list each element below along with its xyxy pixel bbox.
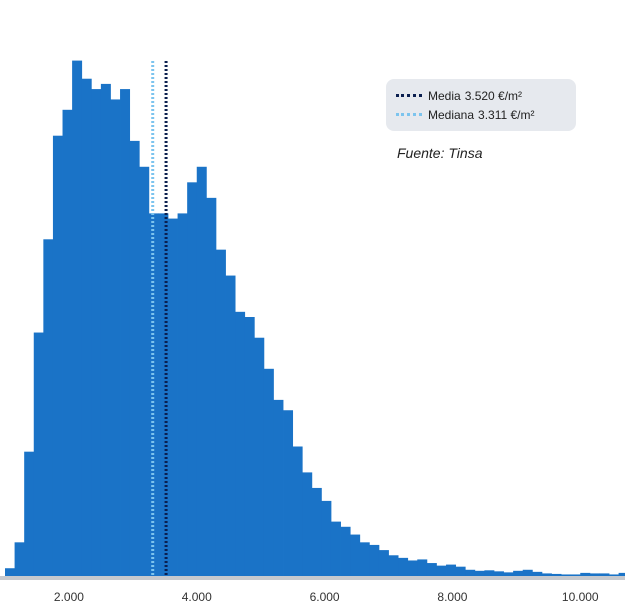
x-tick-label: 10.000 [562, 590, 599, 604]
histogram-bar [522, 569, 533, 576]
legend-mean-value: 3.520 €/m² [464, 88, 523, 103]
histogram-bar [254, 337, 265, 576]
legend-mean-label: Media [428, 88, 461, 103]
histogram-bar [599, 573, 610, 576]
legend-median-label: Mediana [428, 107, 475, 122]
histogram-bar [206, 197, 217, 577]
x-axis-ticks: 2.000 4.000 6.000 8.000 10.000 [54, 590, 599, 604]
histogram-bar [513, 570, 524, 576]
histogram-bar [5, 568, 15, 576]
histogram-bar [43, 239, 54, 577]
legend-median-value: 3.311 €/m² [478, 107, 535, 122]
legend-item-mean: Media 3.520 €/m² [396, 88, 522, 103]
histogram-bar [273, 399, 284, 576]
histogram-bar [436, 565, 447, 576]
histogram-bar [465, 569, 476, 576]
histogram-bar [398, 557, 409, 576]
histogram-bar [407, 560, 418, 576]
histogram-bar [446, 564, 457, 576]
histogram-bar [14, 542, 25, 576]
histogram-bar [91, 89, 102, 576]
histogram-bar [378, 550, 389, 576]
histogram-bar [417, 559, 428, 576]
histogram-bar [330, 521, 341, 576]
legend: Media 3.520 €/m² Mediana 3.311 €/m² [386, 79, 576, 131]
histogram-bar [263, 368, 274, 576]
histogram-bar [225, 275, 236, 576]
histogram-bar [455, 566, 466, 576]
histogram-bar [177, 213, 188, 576]
median-line-swatch [396, 113, 422, 117]
histogram-bar [139, 166, 150, 576]
histogram-bar [350, 534, 361, 576]
histogram-bar [100, 83, 111, 577]
histogram-bar [167, 218, 178, 576]
histogram-bar [283, 410, 294, 576]
histogram-bar [426, 563, 437, 576]
histogram-bar [244, 317, 255, 576]
histogram-bar [570, 574, 581, 576]
x-tick-label: 2.000 [54, 590, 84, 604]
legend-item-median: Mediana 3.311 €/m² [396, 107, 535, 122]
histogram-bar [474, 570, 485, 576]
histogram-bar [302, 472, 313, 576]
histogram-bar [187, 182, 198, 576]
histogram-bar [369, 544, 380, 576]
histogram-bar [618, 572, 625, 576]
histogram-bar [493, 571, 504, 576]
histogram-bar [311, 487, 322, 576]
histogram-bar [503, 572, 514, 576]
x-tick-label: 4.000 [182, 590, 212, 604]
histogram-bar [196, 166, 207, 576]
histogram-bar [81, 78, 92, 576]
histogram-bar [359, 542, 370, 576]
histogram-bar [129, 140, 140, 576]
histogram-bar [215, 249, 226, 576]
histogram-bar [589, 573, 600, 576]
source-note: Fuente: Tinsa [397, 145, 483, 161]
histogram-bar [541, 573, 552, 576]
histogram-bar [235, 311, 246, 576]
mean-line-swatch [396, 94, 422, 98]
histogram-bar [388, 555, 399, 576]
histogram-bar [340, 526, 351, 576]
histogram-bar [484, 570, 495, 576]
histogram-bar [551, 573, 562, 576]
histogram-bar [561, 574, 572, 576]
histogram-bar [292, 446, 303, 576]
histogram-bar [609, 574, 620, 576]
histogram-bar [321, 500, 332, 576]
histogram-bar [72, 60, 83, 576]
histogram-bar [52, 135, 63, 576]
histogram-bars [5, 60, 625, 577]
histogram-bar [33, 332, 44, 576]
x-tick-label: 8.000 [437, 590, 467, 604]
x-tick-label: 6.000 [310, 590, 340, 604]
histogram-bar [110, 99, 121, 576]
histogram-bar [120, 89, 131, 576]
histogram-bar [532, 571, 543, 576]
histogram-bar [62, 109, 73, 577]
histogram-bar [24, 451, 35, 576]
histogram-bar [580, 572, 591, 576]
histogram-bar [158, 213, 169, 576]
